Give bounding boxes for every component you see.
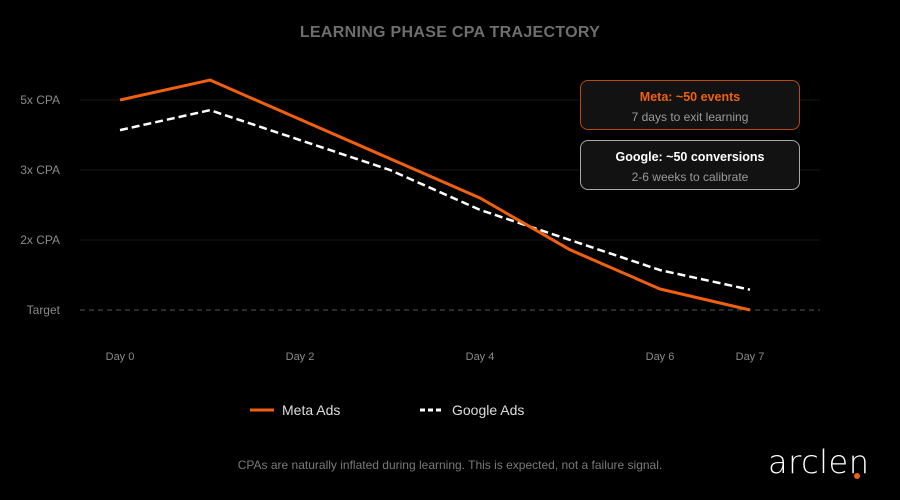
meta-callout: Meta: ~50 events 7 days to exit learning <box>580 80 800 130</box>
legend-meta-label: Meta Ads <box>282 402 341 418</box>
google-callout: Google: ~50 conversions 2-6 weeks to cal… <box>580 140 800 190</box>
logo-dot <box>854 473 860 479</box>
legend-meta: Meta Ads <box>250 402 340 418</box>
x-tick-label: Day 2 <box>286 351 315 363</box>
x-tick-label: Day 0 <box>106 351 135 363</box>
chart-title: LEARNING PHASE CPA TRAJECTORY <box>299 24 601 41</box>
legend-google: Google Ads <box>420 402 524 418</box>
y-tick-label: 5x CPA <box>20 93 60 107</box>
google-ads-line <box>119 108 751 291</box>
y-tick-label: 2x CPA <box>20 233 60 247</box>
meta-callout-title: Meta: ~50 events <box>639 90 741 104</box>
arclen-logo: arcl​en <box>768 443 870 481</box>
y-tick-label: Target <box>27 303 61 317</box>
legend-meta-swatch <box>250 408 274 412</box>
x-tick-label: Day 7 <box>736 351 765 363</box>
y-tick-label: 3x CPA <box>20 163 60 177</box>
x-tick-label: Day 6 <box>646 351 675 363</box>
meta-ads-line <box>119 78 751 312</box>
legend-google-label: Google Ads <box>452 402 525 418</box>
meta-callout-subtitle: 7 days to exit learning <box>631 110 749 124</box>
google-callout-title: Google: ~50 conversions <box>615 150 765 164</box>
footnote: CPAs are naturally inflated during learn… <box>237 458 663 472</box>
google-callout-subtitle: 2-6 weeks to calibrate <box>631 170 749 184</box>
x-tick-label: Day 4 <box>466 351 495 363</box>
legend-google-swatch <box>420 408 444 412</box>
